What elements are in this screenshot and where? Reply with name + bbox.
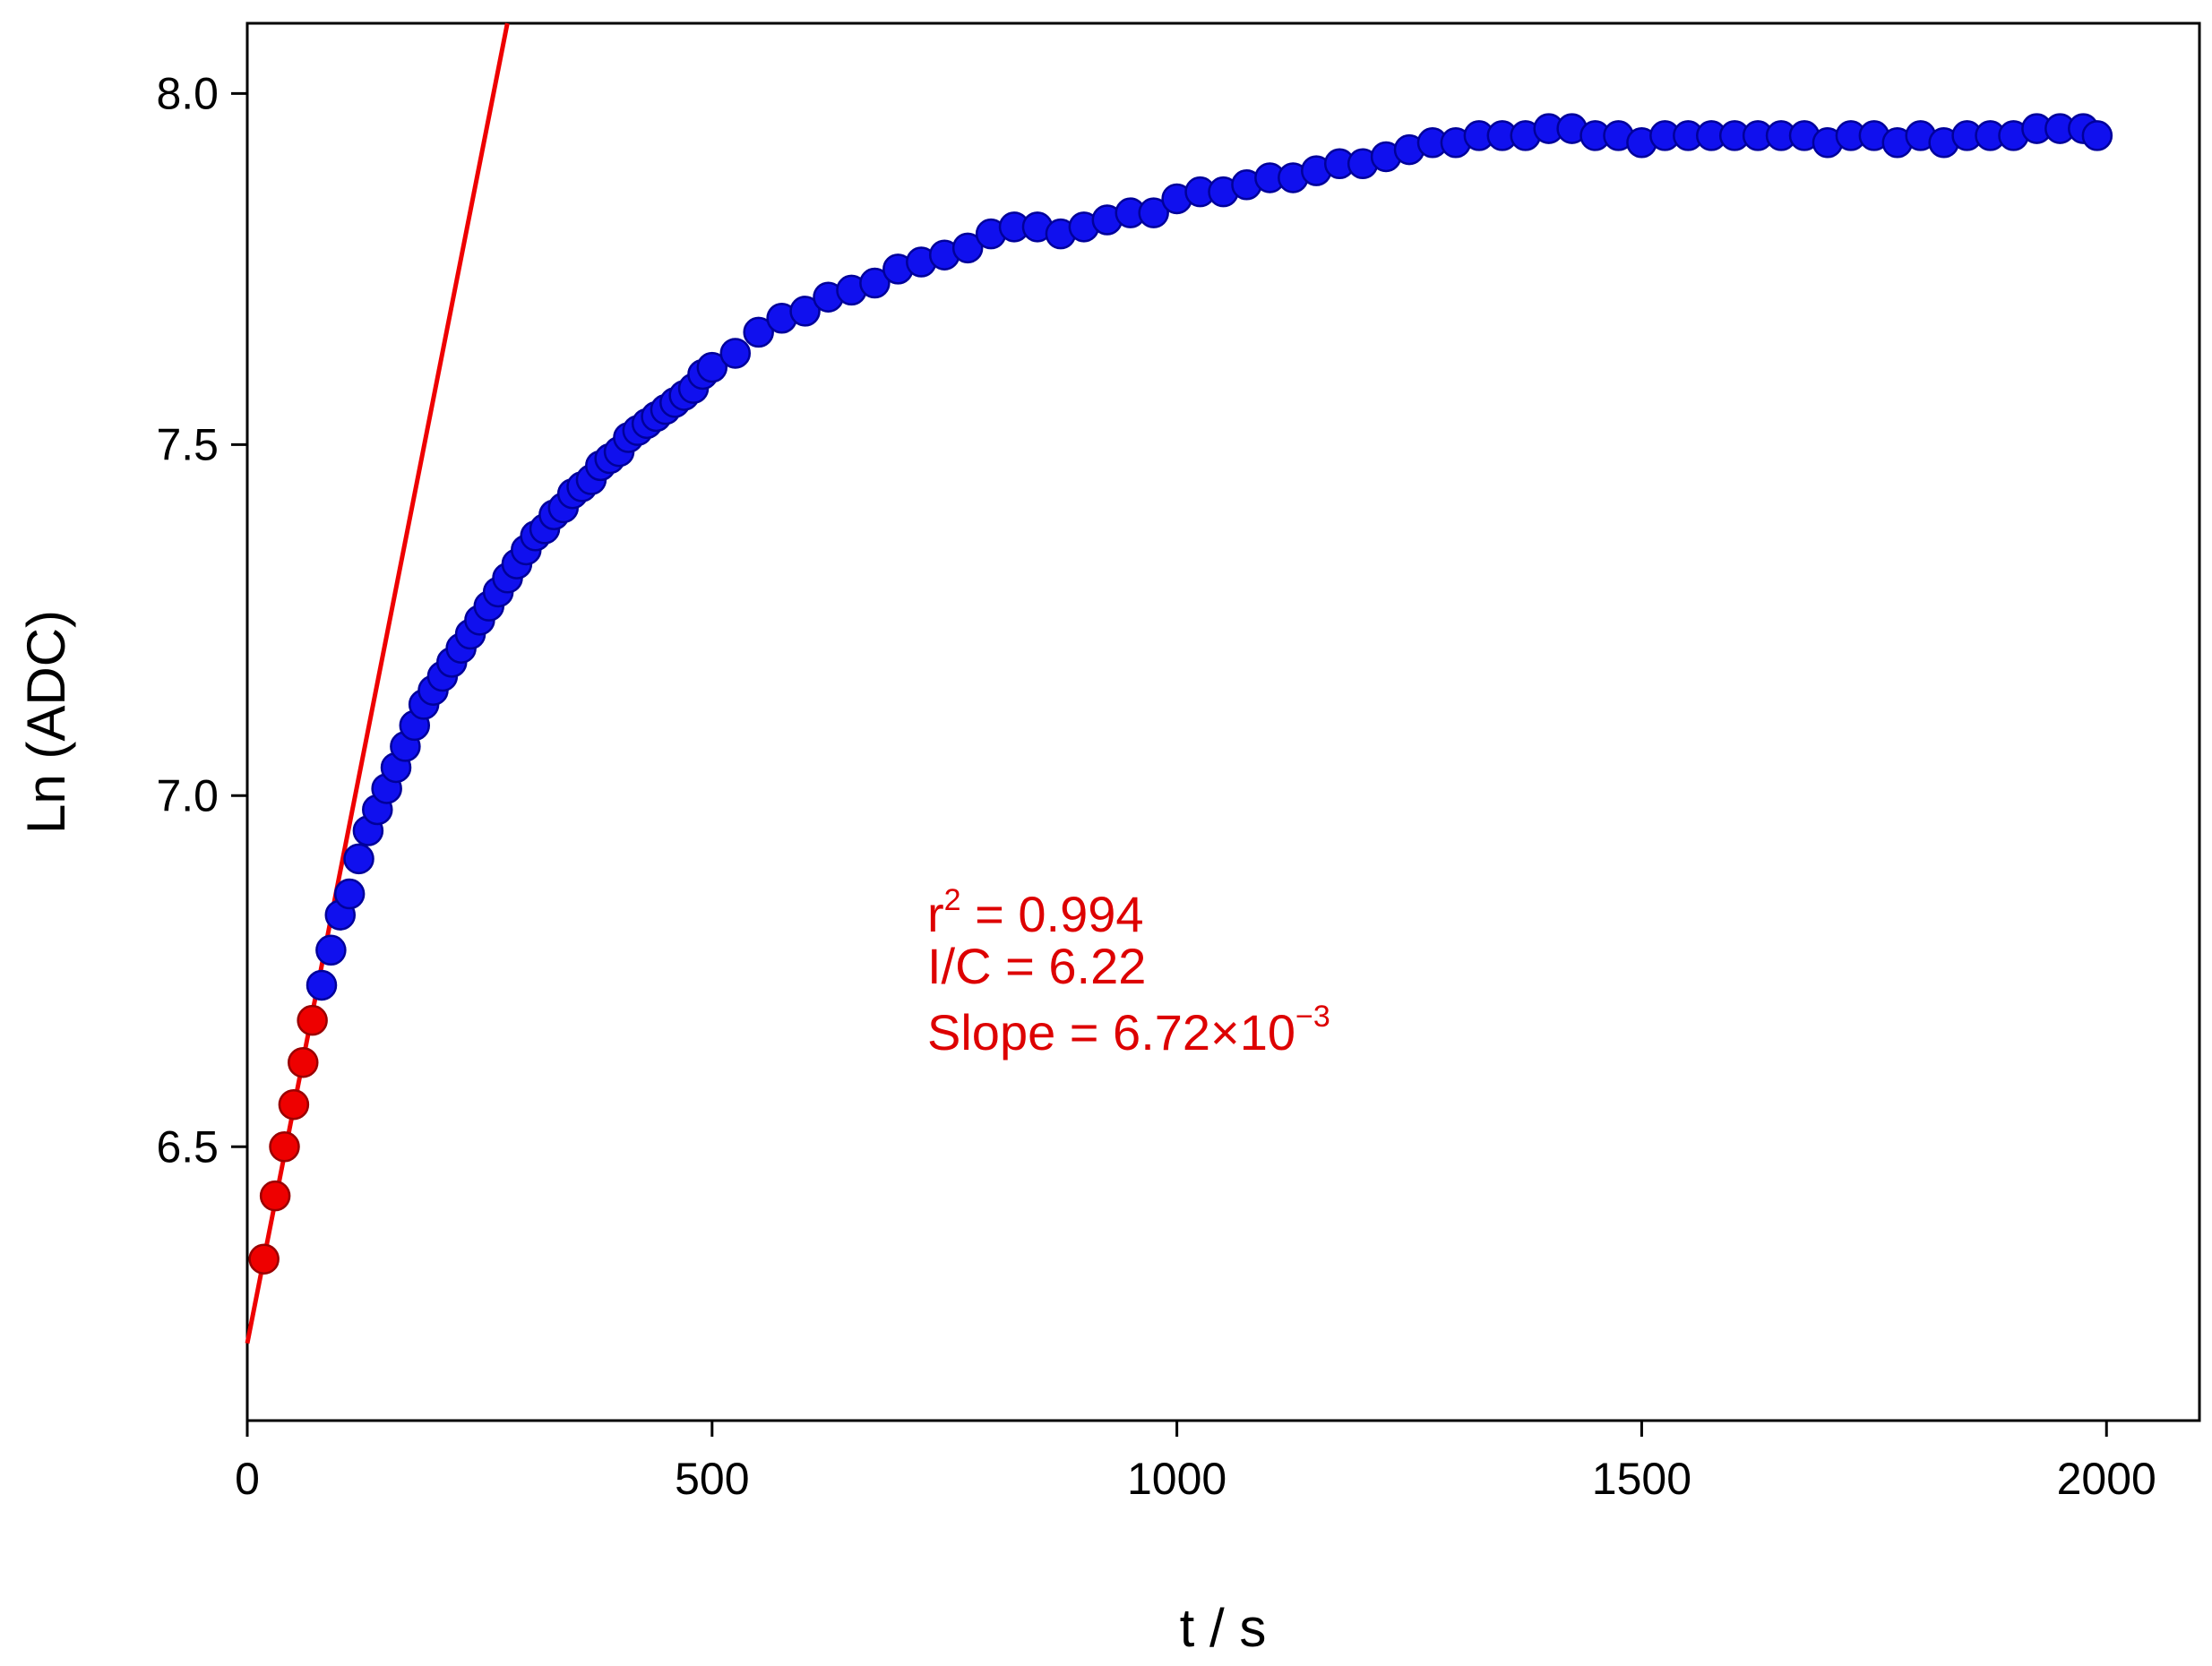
data-point — [315, 934, 347, 966]
annotation-slope-sup: −3 — [1295, 1000, 1330, 1034]
annotation-r2-value: = 0.994 — [961, 886, 1144, 942]
y-tick-label: 8.0 — [156, 68, 219, 118]
x-tick-label: 1000 — [1127, 1454, 1226, 1504]
x-tick-label: 2000 — [2057, 1454, 2156, 1504]
data-point — [343, 843, 374, 875]
x-axis-title: t / s — [1180, 1598, 1267, 1658]
annotation-intercept: I/C = 6.22 — [927, 938, 1146, 994]
fitted-point — [297, 1004, 328, 1036]
fitted-point — [288, 1046, 319, 1078]
data-point — [859, 267, 891, 299]
fitted-point — [248, 1243, 280, 1275]
y-axis-title: Ln (ADC) — [16, 610, 76, 834]
y-tick-label: 6.5 — [156, 1121, 219, 1172]
data-point — [951, 232, 984, 264]
points-layer — [248, 113, 2113, 1275]
fit-line — [245, 22, 510, 1344]
fitted-point — [269, 1131, 300, 1163]
x-axis-ticks: 0 500 1000 1500 2000 — [235, 1421, 2156, 1504]
fit-annotation: r2 = 0.994 I/C = 6.22 Slope = 6.72×10−3 — [927, 883, 1330, 1061]
data-point — [743, 316, 774, 348]
data-point — [719, 338, 751, 369]
y-axis-ticks: 6.5 7.0 7.5 8.0 — [156, 68, 247, 1172]
data-point — [2081, 120, 2113, 151]
plot-frame — [245, 21, 2201, 1422]
x-tick-label: 1500 — [1592, 1454, 1691, 1504]
data-point — [789, 296, 821, 327]
data-point — [696, 351, 728, 383]
fitted-point — [278, 1088, 310, 1121]
annotation-slope-prefix: Slope = 6.72×10 — [927, 1004, 1295, 1061]
annotation-slope: Slope = 6.72×10−3 — [927, 1000, 1330, 1061]
data-point — [333, 878, 366, 910]
x-tick-label: 0 — [235, 1454, 260, 1504]
annotation-r2: r2 = 0.994 — [927, 883, 1144, 942]
data-point — [1138, 197, 1169, 228]
annotation-r2-sup: 2 — [944, 883, 961, 917]
x-tick-label: 500 — [675, 1454, 749, 1504]
y-tick-label: 7.0 — [156, 770, 219, 820]
data-point — [306, 969, 338, 1001]
y-tick-label: 7.5 — [156, 419, 219, 469]
fitted-point — [259, 1180, 291, 1212]
annotation-r2-label: r — [927, 886, 944, 942]
fit-line-layer — [245, 22, 510, 1344]
